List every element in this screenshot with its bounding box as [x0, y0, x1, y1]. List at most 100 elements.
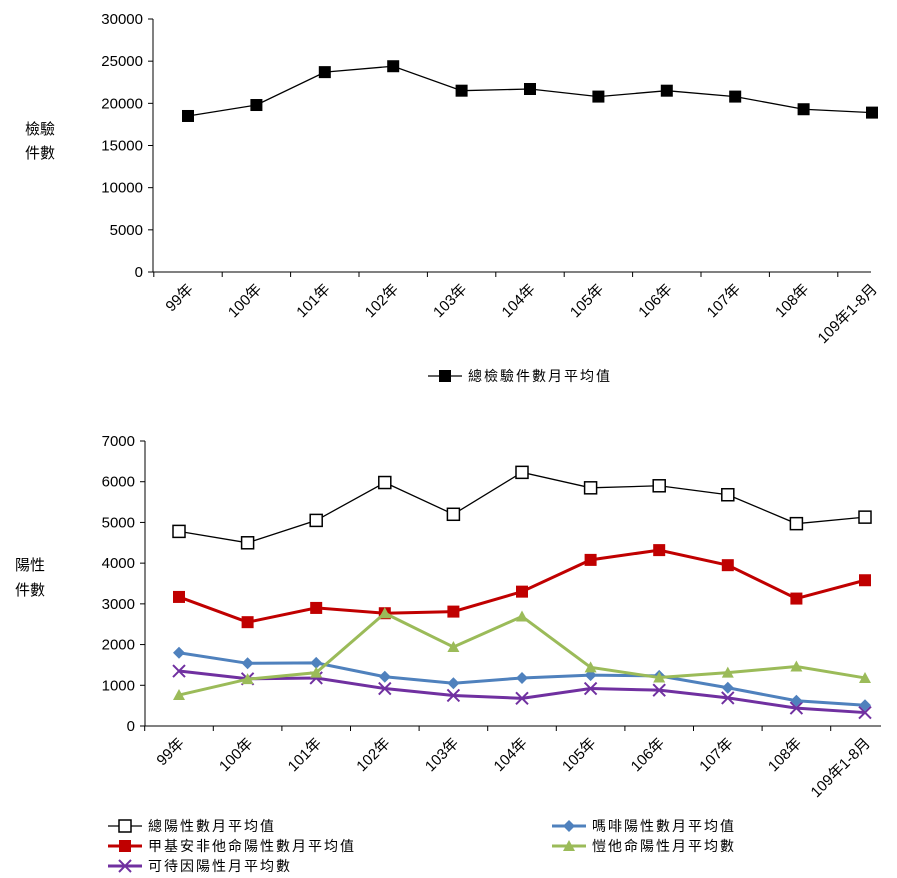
- x-tick-label: 99年: [153, 735, 187, 769]
- data-point: [721, 487, 735, 502]
- y-tick-label: 5000: [110, 222, 143, 239]
- x-tick-label: 101年: [293, 281, 333, 321]
- legend-swatch-marker: [563, 840, 575, 851]
- legend-label: 總陽性數月平均值: [148, 818, 276, 835]
- data-point: [318, 66, 331, 79]
- data-point: [446, 688, 461, 703]
- x-tick-label: 99年: [162, 281, 196, 315]
- y-tick-label: 0: [135, 264, 143, 281]
- y-tick-label: 6000: [102, 474, 135, 491]
- data-point: [172, 524, 186, 539]
- data-point: [516, 610, 528, 622]
- series-line: [178, 471, 866, 544]
- data-point: [309, 513, 323, 528]
- data-point: [378, 670, 391, 683]
- data-point: [584, 553, 597, 566]
- x-tick-label: 105年: [559, 735, 599, 775]
- y-tick-label: 30000: [101, 11, 143, 28]
- legend-swatch-marker: [119, 840, 131, 852]
- data-point: [446, 507, 461, 522]
- y-tick-label: 4000: [102, 555, 135, 572]
- x-tick-label: 107年: [696, 735, 736, 775]
- y-tick-label: 15000: [101, 138, 143, 155]
- data-point: [241, 616, 254, 629]
- x-tick-label: 106年: [635, 281, 675, 321]
- x-tick-label: 104年: [491, 735, 531, 775]
- y-tick-label: 2000: [102, 637, 135, 654]
- y-tick-label: 10000: [101, 180, 143, 197]
- data-point: [797, 103, 810, 116]
- x-tick-label: 105年: [567, 281, 607, 321]
- data-point: [721, 559, 734, 572]
- data-point: [516, 671, 528, 684]
- x-tick-label: 108年: [765, 735, 805, 775]
- x-tick-label: 108年: [772, 281, 812, 321]
- x-tick-label: 109年1-8月: [815, 281, 881, 347]
- data-point: [447, 677, 460, 690]
- x-tick-label: 104年: [499, 281, 539, 321]
- data-point: [653, 671, 666, 683]
- data-point: [653, 544, 666, 557]
- data-point: [859, 671, 871, 683]
- x-tick-label: 106年: [628, 735, 668, 775]
- data-point: [310, 656, 323, 669]
- x-tick-label: 102年: [353, 735, 393, 775]
- legend-label: 愷他命陽性月平均數: [592, 838, 736, 855]
- data-point: [447, 605, 460, 618]
- data-point: [378, 475, 392, 490]
- data-point: [173, 646, 185, 659]
- data-point: [721, 666, 734, 678]
- x-tick-label: 102年: [362, 281, 402, 321]
- x-tick-label: 109年1-8月: [808, 735, 874, 801]
- data-point: [866, 106, 878, 119]
- data-point: [790, 592, 803, 605]
- y-tick-label: 25000: [101, 53, 143, 70]
- data-point: [790, 660, 803, 672]
- x-tick-label: 100年: [216, 735, 256, 775]
- legend-label: 可待因陽性月平均數: [148, 859, 292, 875]
- data-point: [583, 681, 598, 696]
- data-point: [241, 673, 254, 685]
- data-point: [858, 510, 872, 524]
- legend-swatch-marker: [118, 859, 132, 873]
- data-point: [789, 701, 804, 715]
- y-axis-label: 檢驗: [25, 120, 55, 138]
- legend-swatch-marker: [439, 370, 451, 382]
- data-point: [516, 585, 528, 598]
- data-point: [721, 691, 735, 705]
- y-tick-label: 3000: [102, 596, 135, 613]
- legend-swatch-marker: [118, 819, 132, 833]
- y-tick-label: 5000: [102, 514, 135, 531]
- y-tick-label: 1000: [102, 677, 135, 694]
- data-point: [250, 99, 263, 112]
- y-tick-label: 20000: [101, 95, 143, 112]
- data-point: [524, 82, 536, 95]
- data-point: [182, 109, 194, 122]
- data-point: [172, 664, 186, 678]
- data-point: [310, 666, 323, 678]
- data-point: [729, 90, 742, 103]
- legend-label: 總檢驗件數月平均值: [468, 368, 612, 385]
- data-point: [515, 691, 529, 706]
- y-tick-label: 0: [127, 718, 135, 735]
- y-axis-label: 陽性: [15, 556, 45, 574]
- data-point: [859, 574, 871, 587]
- data-point: [789, 516, 804, 531]
- data-point: [515, 465, 529, 480]
- data-point: [652, 479, 666, 493]
- data-point: [310, 601, 323, 614]
- data-point: [241, 657, 254, 670]
- data-point: [660, 84, 673, 97]
- x-tick-label: 103年: [422, 735, 462, 775]
- data-point: [652, 683, 666, 697]
- x-tick-label: 101年: [285, 735, 325, 775]
- data-point: [240, 536, 255, 550]
- data-point: [447, 641, 460, 653]
- data-point: [173, 689, 185, 701]
- data-point: [455, 84, 468, 97]
- y-axis-label: 件數: [25, 144, 55, 162]
- data-point: [584, 661, 597, 673]
- data-point: [721, 681, 734, 694]
- x-tick-label: 107年: [704, 281, 744, 321]
